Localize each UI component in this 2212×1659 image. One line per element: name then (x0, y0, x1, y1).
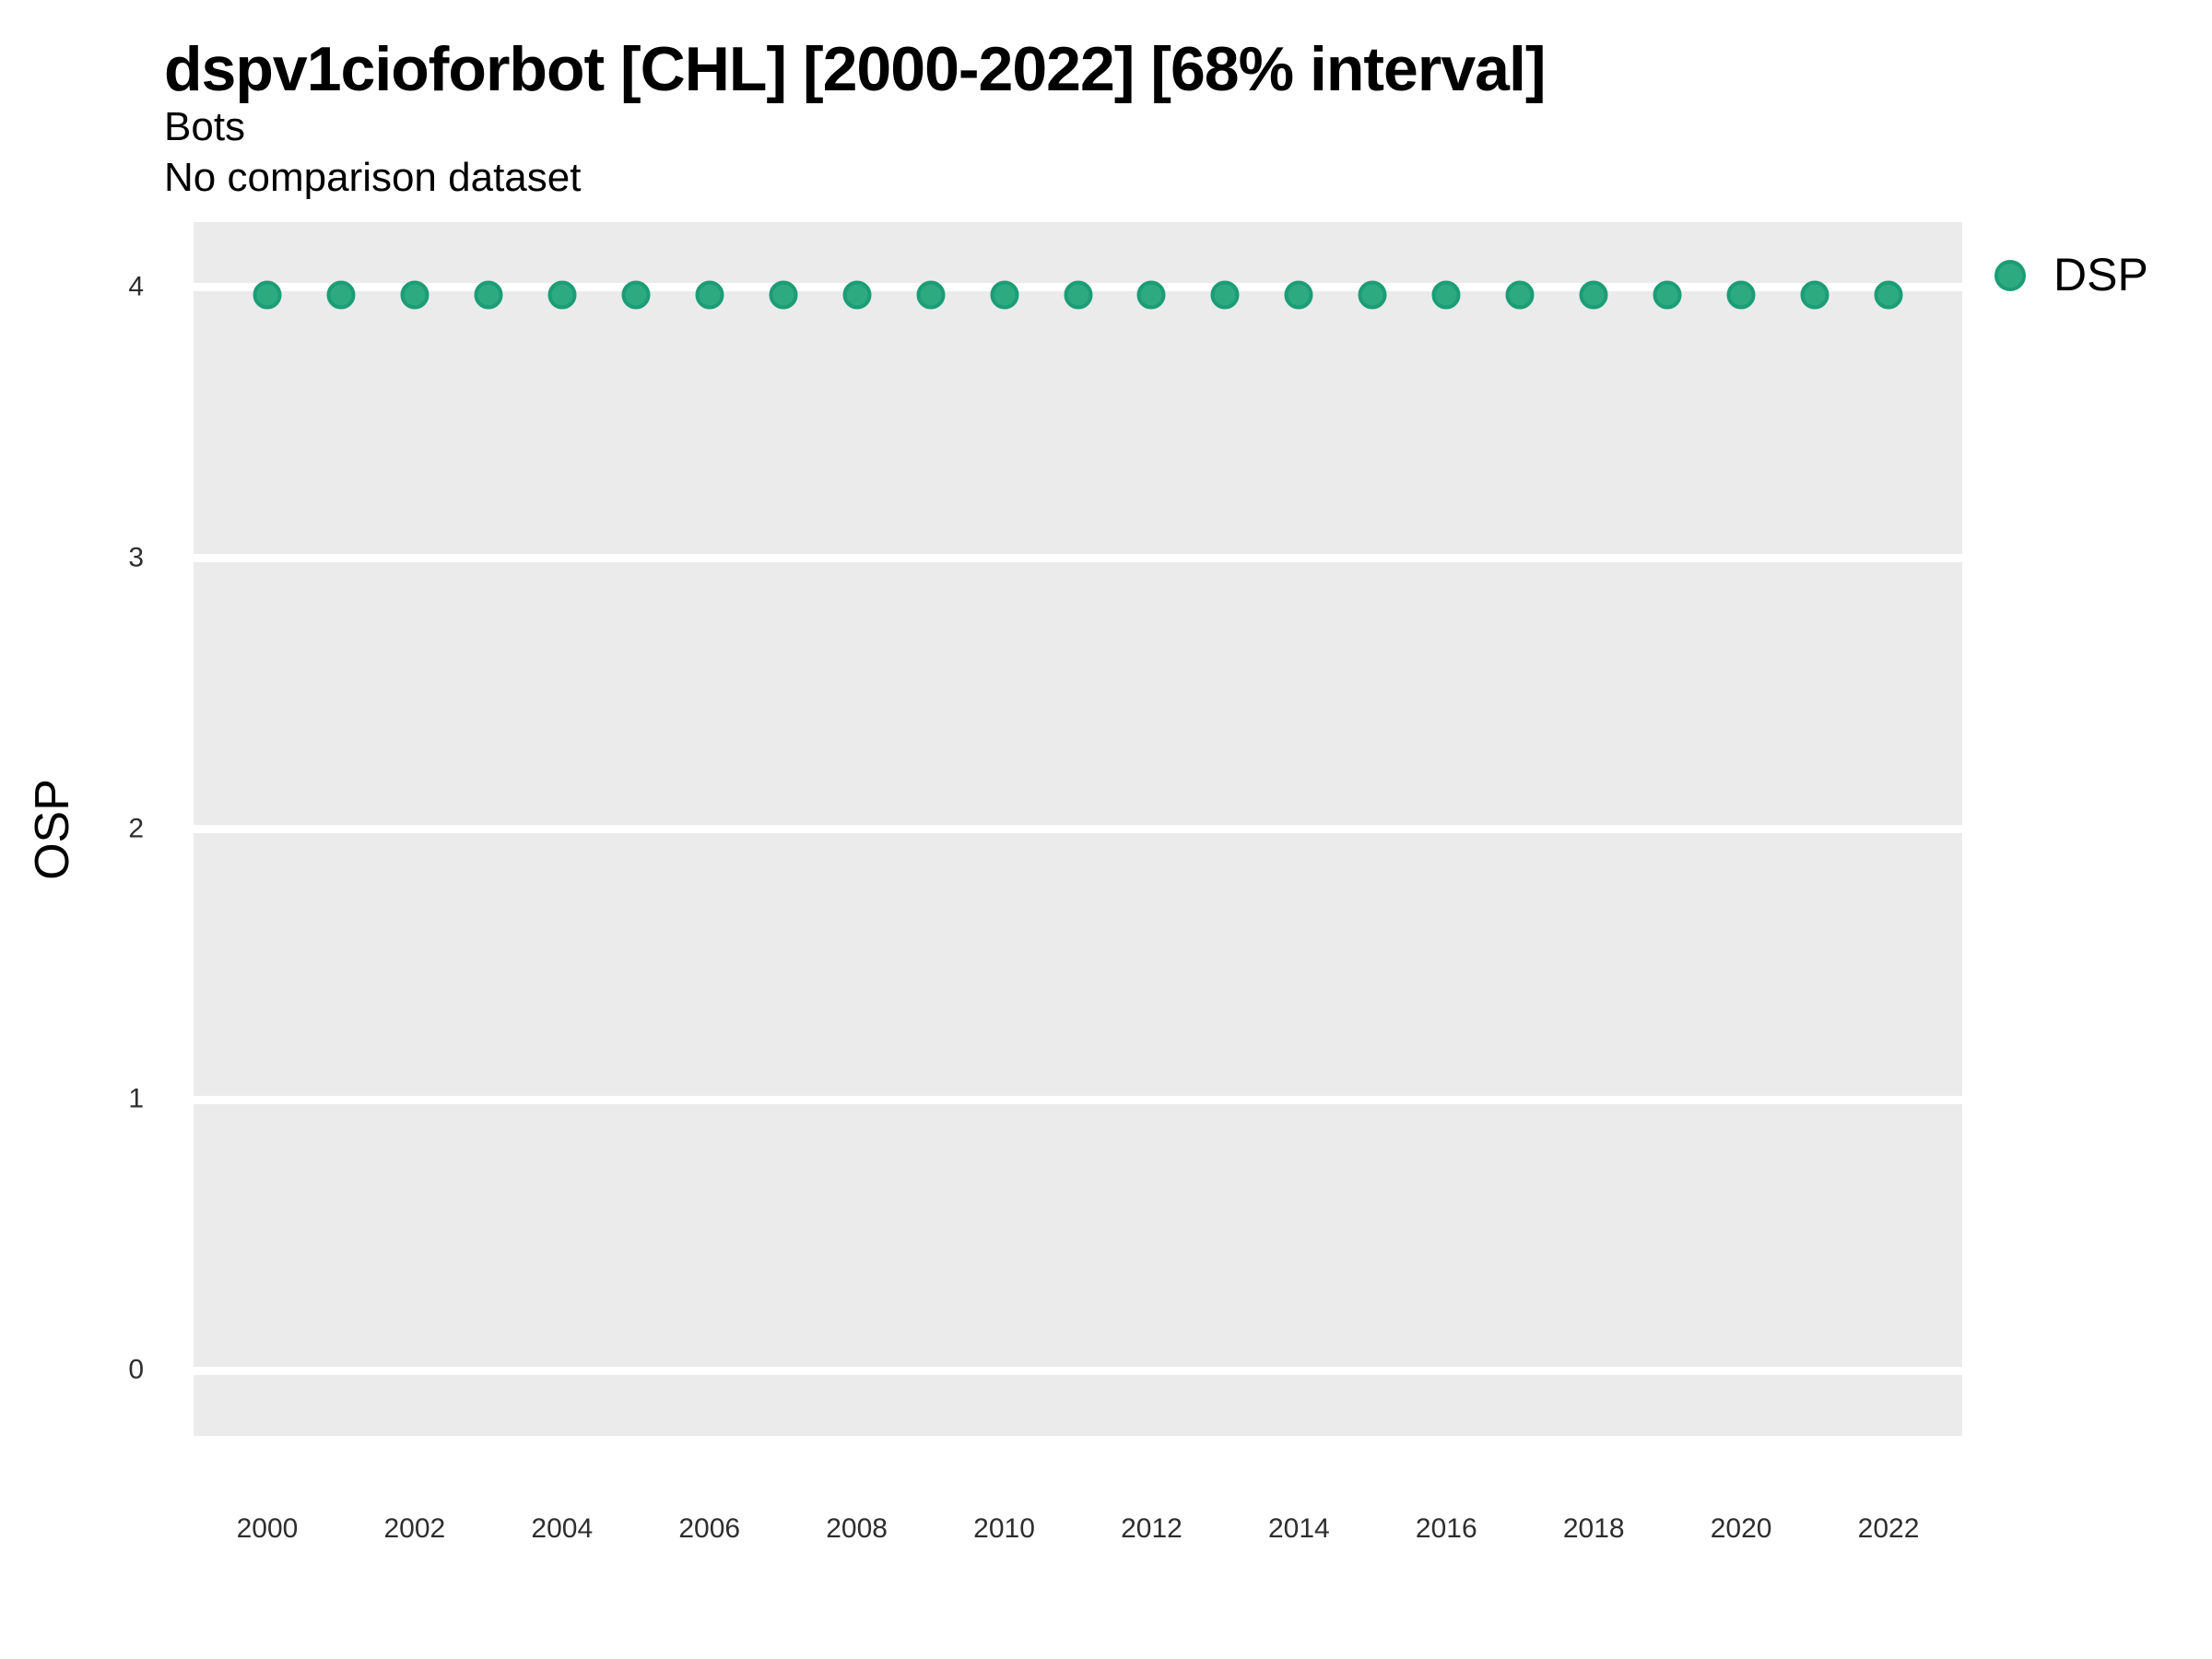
y-tick-label: 4 (128, 270, 144, 301)
data-point (695, 280, 724, 310)
data-point (1579, 280, 1608, 310)
data-point (990, 280, 1019, 310)
x-tick-label: 2004 (531, 1513, 594, 1544)
data-point (253, 280, 282, 310)
x-tick-label: 2020 (1710, 1513, 1772, 1544)
data-point (1064, 280, 1092, 310)
data-point (1358, 280, 1387, 310)
chart-subtitle: Bots No comparison dataset (164, 101, 581, 203)
x-tick-label: 2008 (826, 1513, 888, 1544)
y-tick-label: 3 (128, 541, 144, 572)
data-point (1136, 280, 1166, 310)
y-tick-label: 2 (128, 812, 144, 843)
x-tick-label: 2022 (1857, 1513, 1920, 1544)
x-tick-label: 2018 (1562, 1513, 1625, 1544)
x-tick-label: 2016 (1415, 1513, 1477, 1544)
data-point (326, 280, 356, 310)
data-point (1726, 280, 1756, 310)
legend-key-dot (1994, 260, 2026, 291)
y-tick-label: 1 (128, 1083, 144, 1114)
data-point (769, 280, 798, 310)
subtitle-line-bots: Bots (164, 104, 246, 149)
data-point (1431, 280, 1461, 310)
y-gridline (194, 1095, 1962, 1104)
x-tick-label: 2012 (1121, 1513, 1182, 1544)
x-tick-label: 2006 (678, 1513, 741, 1544)
data-point (621, 280, 651, 310)
data-point (842, 280, 872, 310)
subtitle-line-comparison: No comparison dataset (164, 155, 582, 200)
x-tick-label: 2000 (236, 1513, 299, 1544)
data-point (547, 280, 577, 310)
x-tick-label: 2002 (383, 1513, 446, 1544)
y-gridline (194, 1366, 1962, 1375)
y-tick-label: 0 (128, 1354, 144, 1385)
data-point (1284, 280, 1313, 310)
x-tick-label: 2010 (973, 1513, 1035, 1544)
x-tick-label: 2014 (1268, 1513, 1330, 1544)
y-gridline (194, 554, 1962, 563)
data-point (1874, 280, 1903, 310)
legend-item-label: DSP (2053, 248, 2148, 300)
data-point (1653, 280, 1682, 310)
chart-title: dspv1cioforbot [CHL] [2000-2022] [68% in… (164, 34, 1547, 104)
data-point (400, 280, 429, 310)
y-gridline (194, 825, 1962, 833)
data-point (916, 280, 946, 310)
data-point (1800, 280, 1830, 310)
data-point (1505, 280, 1535, 310)
data-point (474, 280, 503, 310)
data-point (1210, 280, 1240, 310)
